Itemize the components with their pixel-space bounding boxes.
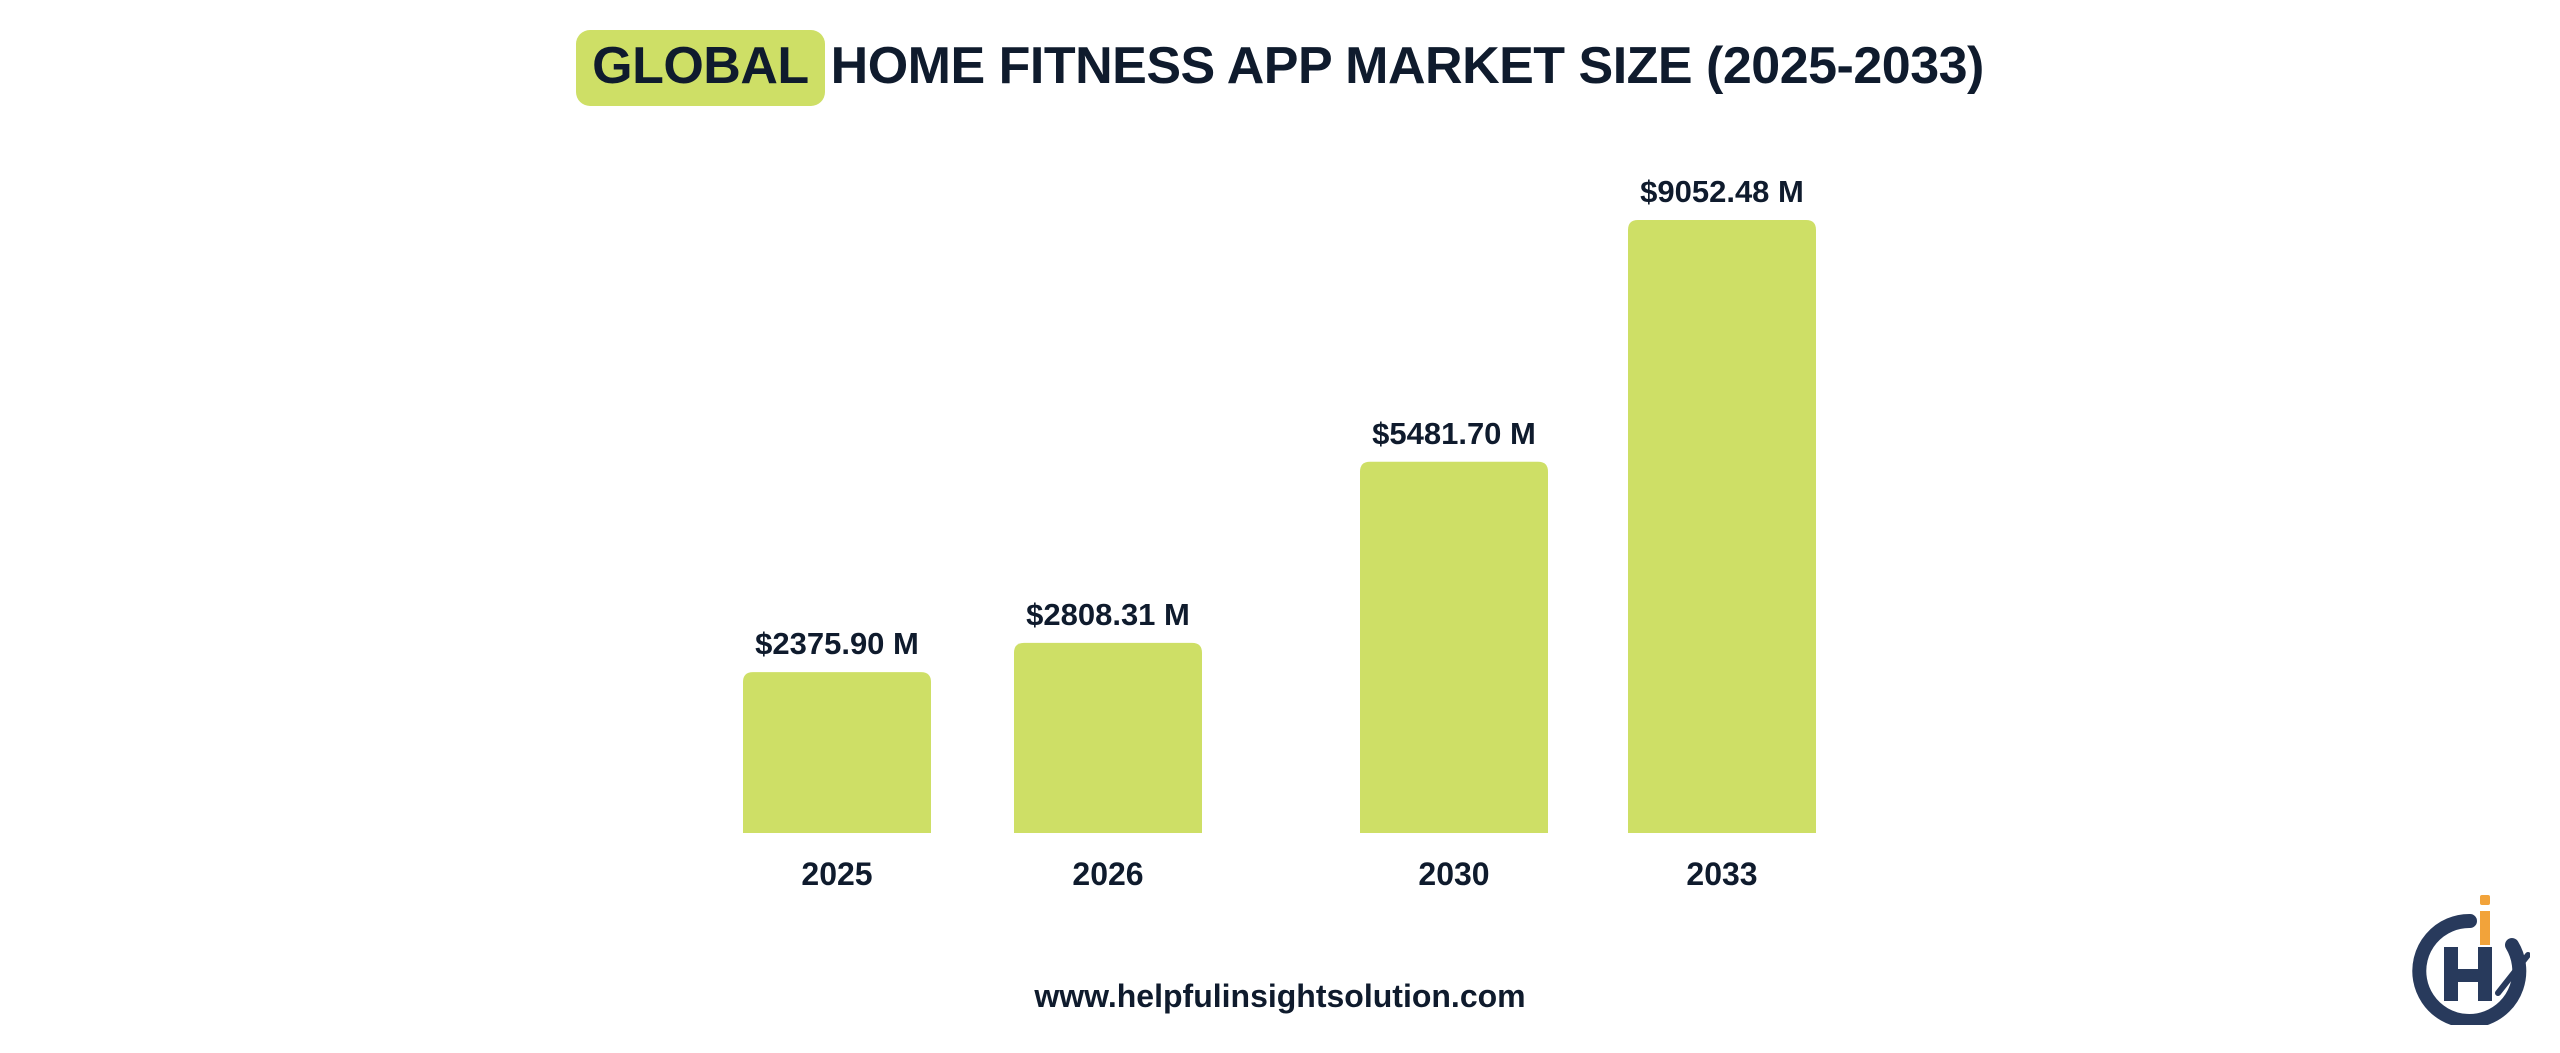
- x-tick-labels-group: 2025 2026 2030 2033: [801, 856, 1757, 892]
- bar-2033: [1628, 220, 1816, 833]
- x-tick-label-2026: 2026: [1072, 856, 1143, 892]
- data-label-2025: $2375.90 M: [755, 626, 919, 661]
- helpful-insight-logo-icon: [2412, 895, 2530, 1025]
- title-highlight: GLOBAL: [576, 30, 825, 106]
- x-tick-label-2025: 2025: [801, 856, 872, 892]
- x-tick-label-2033: 2033: [1686, 856, 1757, 892]
- bar-2025: [743, 672, 931, 833]
- bar-2026: [1014, 642, 1202, 833]
- bar-chart: $2375.90 M $2808.31 M $5481.70 M $9052.48 M…: [743, 174, 1816, 892]
- x-tick-label-2030: 2030: [1418, 856, 1489, 892]
- data-label-2026: $2808.31 M: [1026, 597, 1190, 632]
- data-labels-group: $2375.90 M $2808.31 M $5481.70 M $9052.48 M: [755, 174, 1804, 661]
- title-text: HOME FITNESS APP MARKET SIZE (2025-2033): [830, 37, 1985, 95]
- data-label-2030: $5481.70 M: [1372, 416, 1536, 451]
- data-label-2033: $9052.48 M: [1640, 174, 1804, 209]
- chart-title: GLOBAL HOME FITNESS APP MARKET SIZE (2025…: [0, 30, 2560, 106]
- bars-group: [743, 220, 1816, 833]
- bar-2030: [1360, 461, 1548, 833]
- footer-url: www.helpfulinsightsolution.com: [1034, 978, 1526, 1014]
